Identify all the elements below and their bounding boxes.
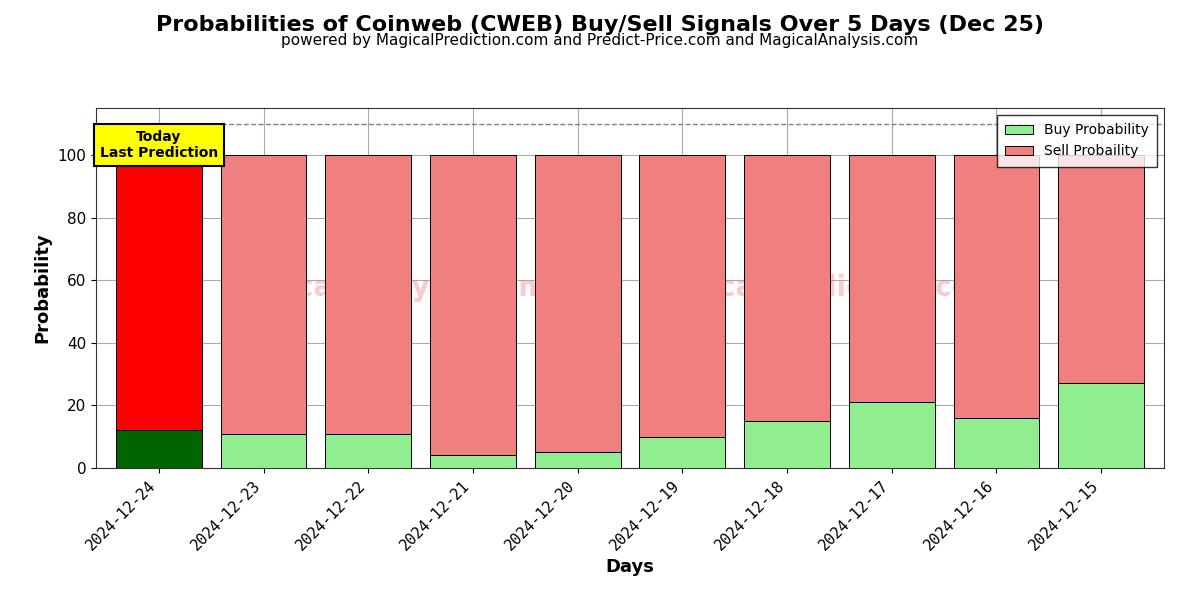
Bar: [535, 452, 620, 468]
Bar: [430, 455, 516, 468]
Bar: [116, 155, 202, 430]
Bar: [221, 155, 306, 434]
Bar: [430, 155, 516, 455]
Bar: [1058, 155, 1144, 383]
Y-axis label: Probability: Probability: [34, 233, 52, 343]
Text: MagicalAnalysis.com: MagicalAnalysis.com: [221, 274, 547, 302]
X-axis label: Days: Days: [606, 559, 654, 577]
Bar: [116, 430, 202, 468]
Bar: [1058, 383, 1144, 468]
Bar: [221, 434, 306, 468]
Text: Today
Last Prediction: Today Last Prediction: [100, 130, 218, 160]
Text: Probabilities of Coinweb (CWEB) Buy/Sell Signals Over 5 Days (Dec 25): Probabilities of Coinweb (CWEB) Buy/Sell…: [156, 15, 1044, 35]
Bar: [848, 402, 935, 468]
Text: MagicalPrediction.com: MagicalPrediction.com: [644, 274, 1001, 302]
Bar: [325, 155, 412, 434]
Bar: [954, 418, 1039, 468]
Bar: [325, 434, 412, 468]
Bar: [954, 155, 1039, 418]
Legend: Buy Probability, Sell Probaility: Buy Probability, Sell Probaility: [997, 115, 1157, 167]
Bar: [640, 155, 725, 437]
Bar: [535, 155, 620, 452]
Bar: [640, 437, 725, 468]
Bar: [848, 155, 935, 402]
Text: powered by MagicalPrediction.com and Predict-Price.com and MagicalAnalysis.com: powered by MagicalPrediction.com and Pre…: [281, 33, 919, 48]
Bar: [744, 155, 830, 421]
Bar: [744, 421, 830, 468]
